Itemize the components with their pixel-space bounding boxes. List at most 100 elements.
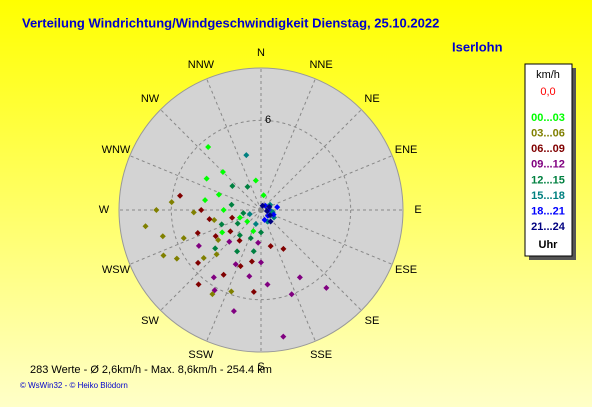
direction-label: N: [257, 47, 265, 59]
direction-label: NNE: [309, 59, 332, 71]
point: [274, 204, 281, 211]
direction-label: NNW: [188, 59, 215, 71]
point: [168, 199, 175, 206]
point: [232, 261, 239, 268]
direction-label: E: [414, 204, 421, 216]
point: [244, 218, 251, 225]
point: [195, 281, 202, 288]
point: [218, 221, 225, 228]
legend: [524, 63, 573, 257]
point: [210, 274, 217, 281]
point: [288, 291, 295, 298]
direction-label: S: [257, 361, 264, 373]
direction-label: ESE: [395, 264, 417, 276]
point: [215, 191, 222, 198]
point: [212, 233, 219, 240]
point: [323, 284, 330, 291]
point: [258, 229, 264, 236]
point: [206, 216, 213, 223]
direction-label: WNW: [102, 144, 131, 156]
point: [195, 259, 202, 266]
point: [263, 208, 270, 215]
point: [250, 228, 257, 235]
point: [255, 239, 262, 246]
direction-label: ENE: [395, 144, 418, 156]
point: [220, 271, 227, 278]
point: [296, 274, 303, 281]
point: [211, 216, 218, 223]
point: [229, 214, 236, 221]
legend-entry: 03...06: [531, 128, 565, 140]
point: [159, 233, 166, 240]
point: [228, 288, 235, 295]
point: [259, 202, 266, 209]
point: [267, 212, 274, 219]
point: [267, 243, 274, 250]
legend-entry: 12...15: [531, 174, 565, 186]
point: [195, 242, 202, 249]
point: [248, 258, 255, 265]
point: [190, 209, 197, 216]
legend-entry: 18...21: [531, 206, 565, 218]
point: [160, 252, 167, 259]
point: [203, 175, 210, 182]
point: [142, 223, 149, 230]
legend-footer: Uhr: [539, 239, 559, 251]
point: [267, 218, 274, 225]
point: [215, 237, 222, 244]
point: [236, 214, 243, 221]
legend-title: km/h: [536, 69, 560, 81]
legend-entry: 15...18: [531, 190, 565, 202]
point: [219, 229, 226, 236]
point: [236, 232, 243, 239]
point: [240, 210, 247, 217]
point: [220, 207, 227, 213]
point: [244, 183, 251, 190]
legend-entry: 09...12: [531, 159, 565, 171]
direction-label: SSW: [188, 349, 214, 361]
point: [252, 177, 259, 184]
point: [212, 245, 219, 252]
point: [264, 281, 271, 288]
direction-label: SSE: [310, 349, 332, 361]
point: [211, 287, 218, 294]
point: [227, 228, 234, 235]
point: [226, 238, 233, 245]
direction-label: WSW: [102, 264, 131, 276]
point: [177, 192, 184, 199]
point: [280, 333, 287, 340]
r-tick-label: 6: [265, 114, 271, 126]
chart-title: Verteilung Windrichtung/Windgeschwindigk…: [22, 15, 439, 30]
direction-label: SE: [365, 315, 380, 327]
legend-entry: 00...03: [531, 112, 565, 124]
point: [260, 192, 267, 199]
point: [246, 273, 253, 280]
point: [209, 291, 216, 298]
point: [230, 308, 237, 315]
footer: 283 Werte - Ø 2,6km/h - Max. 8,6km/h - 2…: [30, 364, 272, 376]
point: [280, 245, 287, 252]
point: [194, 230, 201, 237]
credits: © WsWin32 - © Heiko Blödorn: [20, 381, 128, 390]
point: [180, 235, 187, 242]
point: [229, 182, 236, 189]
point: [153, 207, 160, 213]
point: [266, 203, 273, 210]
point: [173, 255, 180, 262]
direction-label: SW: [141, 315, 159, 327]
point: [219, 168, 226, 175]
direction-label: NW: [141, 93, 160, 105]
point: [246, 211, 253, 218]
point: [252, 221, 259, 228]
point: [213, 251, 220, 258]
point: [250, 288, 257, 295]
point: [228, 201, 235, 208]
point: [202, 197, 209, 204]
point: [243, 152, 250, 159]
point: [234, 220, 241, 227]
point: [198, 207, 205, 213]
grid-ring: [170, 119, 352, 301]
point: [205, 144, 212, 151]
point: [250, 248, 257, 255]
